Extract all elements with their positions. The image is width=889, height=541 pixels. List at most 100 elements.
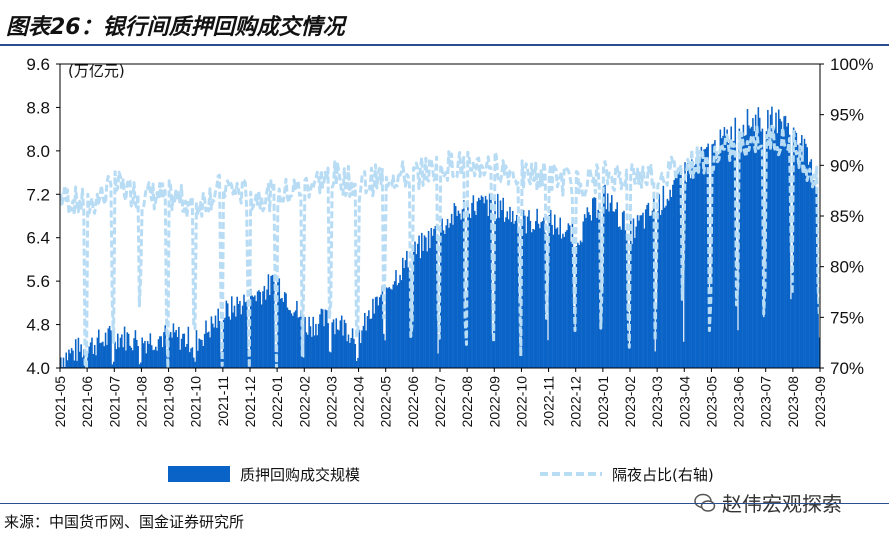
bar-mark <box>271 274 274 368</box>
bar-mark <box>93 344 96 368</box>
left-tick-label: 9.6 <box>26 55 50 74</box>
bar-mark <box>624 230 627 368</box>
bar-mark <box>505 217 507 368</box>
bar-mark <box>604 184 606 368</box>
bar-mark <box>353 338 355 368</box>
bar-mark <box>137 346 139 368</box>
bar-mark <box>190 348 192 368</box>
bar-mark <box>661 209 663 368</box>
bar-mark <box>817 298 819 368</box>
bar-mark <box>142 343 145 368</box>
bar-mark <box>733 140 735 368</box>
bar-mark <box>176 337 179 368</box>
bar-mark <box>402 257 404 368</box>
bar-mark <box>302 357 305 368</box>
bar-mark <box>207 331 210 368</box>
bar-mark <box>526 216 529 368</box>
bar-mark <box>494 198 496 368</box>
bar-mark <box>349 342 351 368</box>
bar-mark <box>414 241 416 368</box>
bar-mark <box>707 143 709 368</box>
bar-mark <box>601 292 604 368</box>
bar-mark <box>406 251 408 368</box>
bar-mark <box>476 201 479 368</box>
bar-mark <box>408 270 411 368</box>
bar-mark <box>100 342 103 368</box>
bar-mark <box>174 332 176 368</box>
bar-mark <box>666 198 669 368</box>
bar-mark <box>616 202 618 368</box>
bar-mark <box>592 198 594 368</box>
bar-mark <box>145 353 148 368</box>
bar-mark <box>662 185 665 368</box>
left-tick-label: 8.8 <box>26 98 50 117</box>
bar-mark <box>220 352 222 368</box>
bar-mark <box>746 109 749 368</box>
bar-mark <box>159 336 161 368</box>
bar-mark <box>649 215 651 368</box>
bar-mark <box>478 197 480 368</box>
bar-mark <box>448 227 450 368</box>
bar-mark <box>807 164 810 368</box>
bar-mark <box>397 282 400 368</box>
right-tick-label: 85% <box>830 207 864 226</box>
bar-mark <box>129 345 131 368</box>
bar-mark <box>283 292 286 368</box>
bar-mark <box>492 325 495 368</box>
bar-mark <box>663 207 666 368</box>
bar-mark <box>461 209 464 368</box>
bar-mark <box>389 288 392 368</box>
bar-mark <box>566 230 568 368</box>
bar-mark <box>368 310 370 368</box>
bar-mark <box>221 351 224 368</box>
bar-mark <box>171 337 173 368</box>
bar-mark <box>814 186 817 368</box>
bar-mark <box>452 224 454 368</box>
bar-mark <box>240 314 243 368</box>
bar-mark <box>674 171 677 368</box>
bar-mark <box>689 178 692 368</box>
bar-mark <box>517 231 519 368</box>
bar-mark <box>720 138 723 368</box>
bar-mark <box>589 215 591 368</box>
bar-mark <box>803 138 806 368</box>
bar-mark <box>140 362 142 368</box>
bar-mark <box>758 117 761 369</box>
bar-mark <box>244 302 247 368</box>
bar-mark <box>554 214 556 368</box>
bar-mark <box>640 215 643 368</box>
bar-mark <box>559 217 561 368</box>
bar-mark <box>582 221 585 368</box>
bar-mark <box>765 131 768 368</box>
bar-mark <box>696 157 699 368</box>
bar-mark <box>320 308 323 368</box>
bar-mark <box>621 212 624 368</box>
bar-mark <box>229 319 232 368</box>
bar-mark <box>469 218 472 368</box>
bar-mark <box>252 296 255 368</box>
bar-mark <box>297 317 300 368</box>
bar-mark <box>370 318 373 368</box>
bar-mark <box>771 106 773 368</box>
bar-mark <box>239 300 241 368</box>
bar-mark <box>704 148 707 368</box>
bar-mark <box>277 278 279 368</box>
bar-mark <box>745 134 747 368</box>
bar-mark <box>217 308 219 368</box>
bar-mark <box>619 226 621 368</box>
bar-mark <box>423 235 426 368</box>
bar-mark <box>338 330 340 368</box>
bar-mark <box>68 349 70 368</box>
legend: 质押回购成交规模 隔夜占比(右轴) <box>168 466 714 484</box>
right-tick-label: 95% <box>830 106 864 125</box>
bar-mark <box>410 326 412 368</box>
bar-mark <box>180 338 183 368</box>
bar-mark <box>642 212 644 368</box>
bar-mark <box>425 237 427 368</box>
bar-mark <box>433 228 435 368</box>
bar-mark <box>150 345 153 368</box>
bar-mark <box>760 131 762 368</box>
bar-mark <box>226 303 229 368</box>
bar-mark <box>178 326 180 368</box>
bar-mark <box>343 319 346 368</box>
